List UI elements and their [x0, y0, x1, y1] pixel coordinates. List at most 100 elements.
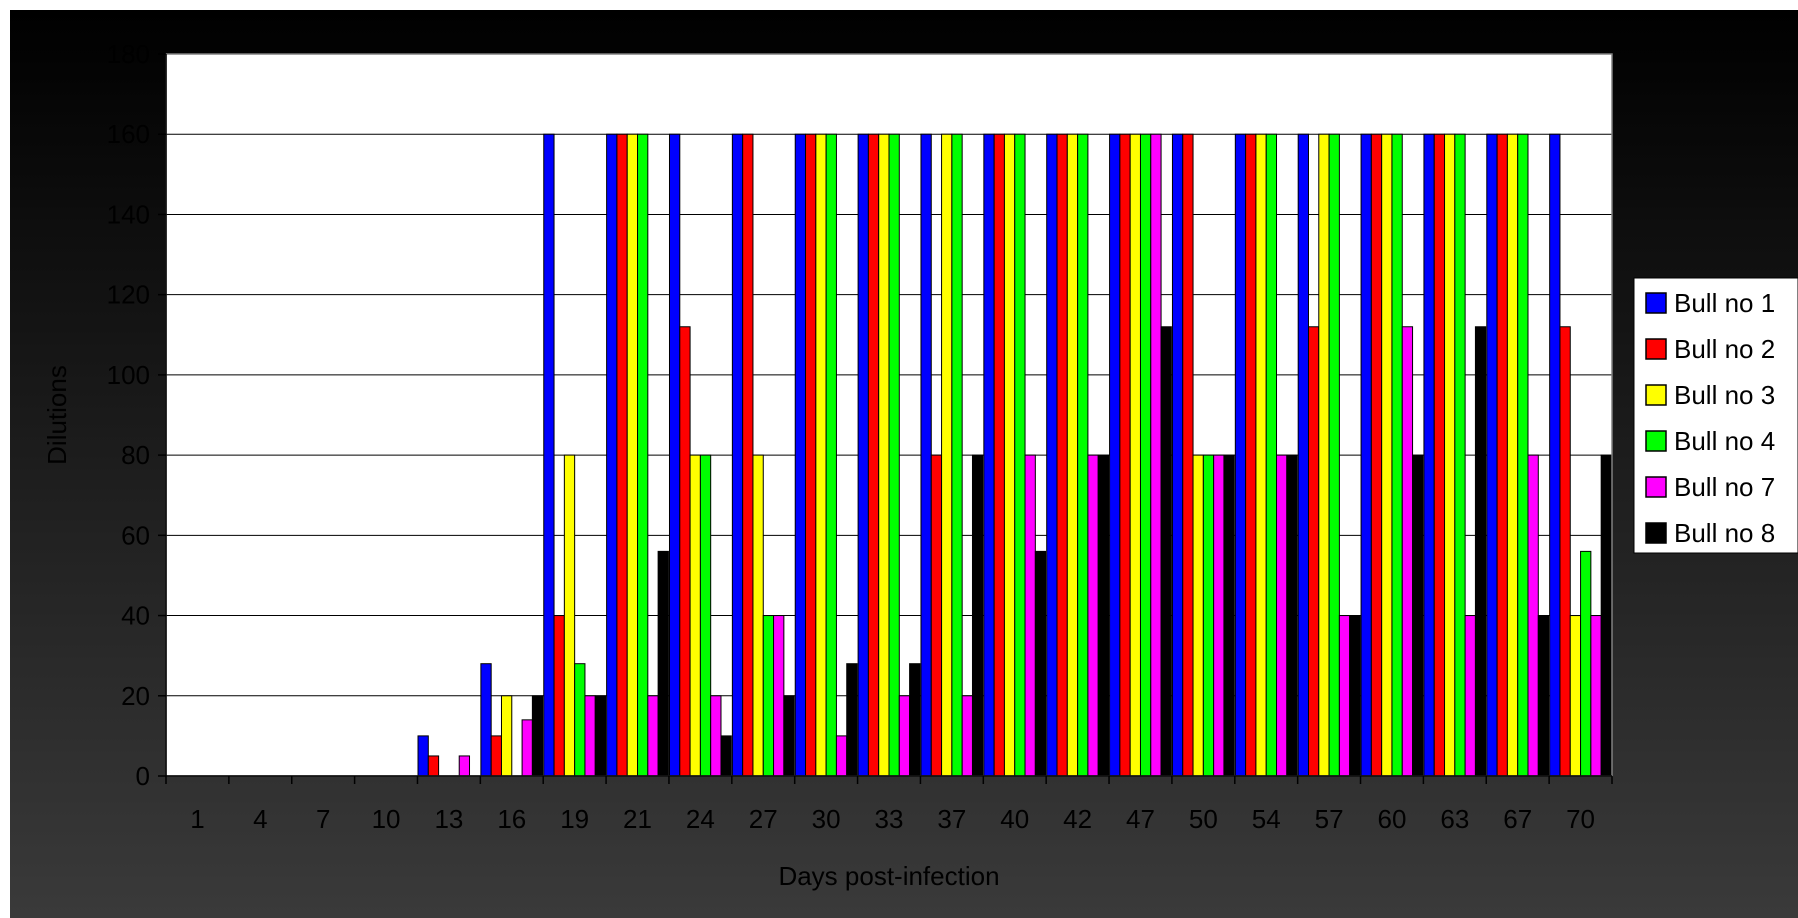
bar-bull-no-3-day-24 — [689, 454, 701, 777]
bar-bull-no-3-day-42 — [1066, 133, 1079, 777]
bar-bull-no-2-day-63 — [1433, 133, 1446, 777]
legend-swatch — [1645, 292, 1667, 314]
legend-label: Bull no 3 — [1674, 380, 1775, 410]
bar-bull-no-8-day-57 — [1349, 615, 1361, 777]
x-tick-label: 60 — [1377, 804, 1406, 834]
bar-bull-no-8-day-42 — [1097, 454, 1110, 777]
x-tick-label: 37 — [937, 804, 966, 834]
bar-bull-no-3-day-21 — [626, 133, 639, 777]
legend-label: Bull no 1 — [1674, 288, 1775, 318]
bars — [417, 133, 1612, 777]
x-axis-title: Days post-infection — [778, 861, 999, 891]
bar-bull-no-7-day-67 — [1527, 454, 1539, 777]
legend-label: Bull no 7 — [1674, 472, 1775, 502]
bar-bull-no-3-day-16 — [500, 695, 513, 777]
x-tick-label: 4 — [253, 804, 267, 834]
x-tick-label: 50 — [1189, 804, 1218, 834]
bar-bull-no-2-day-57 — [1307, 326, 1320, 777]
bar-bull-no-3-day-54 — [1255, 133, 1267, 777]
legend-label: Bull no 8 — [1674, 518, 1775, 548]
bar-bull-no-8-day-54 — [1286, 454, 1298, 777]
bar-bull-no-3-day-67 — [1506, 133, 1519, 777]
bar-bull-no-1-day-37 — [920, 133, 932, 777]
bar-bull-no-8-day-63 — [1474, 326, 1487, 777]
bar-bull-no-3-day-19 — [563, 454, 576, 777]
bar-bull-no-4-day-33 — [888, 133, 900, 777]
bar-bull-no-1-day-63 — [1423, 133, 1435, 777]
bar-bull-no-1-day-16 — [480, 663, 492, 777]
y-tick-label: 20 — [121, 681, 150, 711]
y-axis-title: Dilutions — [42, 365, 72, 465]
x-tick-label: 63 — [1440, 804, 1469, 834]
bar-bull-no-4-day-42 — [1077, 133, 1089, 777]
bar-bull-no-3-day-40 — [1003, 133, 1016, 777]
legend-swatch — [1645, 338, 1667, 360]
bar-bull-no-1-day-27 — [731, 133, 744, 777]
bar-bull-no-2-day-16 — [490, 735, 502, 777]
legend-swatch — [1645, 384, 1667, 406]
x-tick-label: 19 — [560, 804, 589, 834]
y-tick-label: 60 — [121, 520, 150, 550]
bar-bull-no-8-day-60 — [1412, 454, 1424, 777]
bar-bull-no-4-day-47 — [1139, 133, 1152, 777]
y-tick-label: 180 — [107, 39, 150, 69]
legend-label: Bull no 4 — [1674, 426, 1775, 456]
x-tick-label: 33 — [875, 804, 904, 834]
bar-bull-no-2-day-27 — [742, 133, 754, 777]
bar-bull-no-2-day-37 — [930, 454, 943, 777]
y-tick-labels: 0 20 40 60 80 100 120 140 160 180 — [107, 39, 150, 791]
bar-bull-no-7-day-42 — [1087, 454, 1099, 777]
bar-bull-no-1-day-70 — [1549, 133, 1561, 777]
bar-bull-no-4-day-21 — [637, 133, 649, 777]
bar-bull-no-8-day-47 — [1160, 326, 1172, 777]
bar-bull-no-4-day-30 — [825, 133, 837, 777]
bar-bull-no-4-day-67 — [1517, 133, 1529, 777]
x-tick-label: 24 — [686, 804, 715, 834]
x-tick-label: 40 — [1000, 804, 1029, 834]
x-tick-label: 7 — [316, 804, 330, 834]
x-tick-label: 30 — [812, 804, 841, 834]
x-tick-label: 70 — [1566, 804, 1595, 834]
bar-bull-no-7-day-19 — [584, 695, 596, 777]
bar-bull-no-1-day-57 — [1297, 133, 1309, 777]
bar-bull-no-1-day-33 — [857, 133, 869, 777]
bar-bull-no-8-day-19 — [594, 695, 607, 777]
legend-swatch — [1645, 430, 1667, 452]
bar-bull-no-8-day-70 — [1600, 454, 1612, 777]
bar-bull-no-4-day-37 — [951, 133, 963, 777]
y-tick-label: 40 — [121, 601, 150, 631]
bar-bull-no-2-day-47 — [1119, 133, 1131, 777]
bar-bull-no-3-day-37 — [941, 133, 953, 777]
bar-bull-no-4-day-63 — [1454, 133, 1466, 777]
bar-bull-no-2-day-50 — [1182, 133, 1194, 777]
bar-bull-no-1-day-60 — [1360, 133, 1372, 777]
bar-bull-no-2-day-24 — [679, 326, 691, 777]
bar-bull-no-2-day-42 — [1056, 133, 1068, 777]
bar-bull-no-8-day-40 — [1034, 550, 1047, 777]
x-tick-label: 47 — [1126, 804, 1155, 834]
bar-bull-no-7-day-30 — [835, 735, 848, 777]
x-tick-label: 21 — [623, 804, 652, 834]
bar-bull-no-1-day-40 — [983, 133, 995, 777]
y-tick-label: 80 — [121, 440, 150, 470]
bar-bull-no-8-day-50 — [1223, 454, 1235, 777]
bar-bull-no-7-day-60 — [1401, 326, 1414, 777]
x-tick-label: 42 — [1063, 804, 1092, 834]
bar-bull-no-4-day-60 — [1391, 133, 1403, 777]
y-tick-label: 100 — [107, 360, 150, 390]
bar-bull-no-3-day-27 — [752, 454, 764, 777]
bar-bull-no-4-day-19 — [574, 663, 586, 777]
bar-bull-no-2-day-13 — [427, 755, 440, 777]
bar-bull-no-2-day-40 — [993, 133, 1005, 777]
bar-bull-no-7-day-27 — [773, 615, 785, 777]
bar-bull-no-7-day-70 — [1590, 615, 1602, 777]
x-tick-label: 57 — [1315, 804, 1344, 834]
y-tick-label: 120 — [107, 280, 150, 310]
bar-bull-no-7-day-57 — [1338, 615, 1351, 777]
bar-bull-no-4-day-54 — [1265, 133, 1278, 777]
x-tick-label: 10 — [372, 804, 401, 834]
bar-bull-no-7-day-21 — [647, 695, 659, 777]
y-tick-label: 0 — [136, 761, 150, 791]
